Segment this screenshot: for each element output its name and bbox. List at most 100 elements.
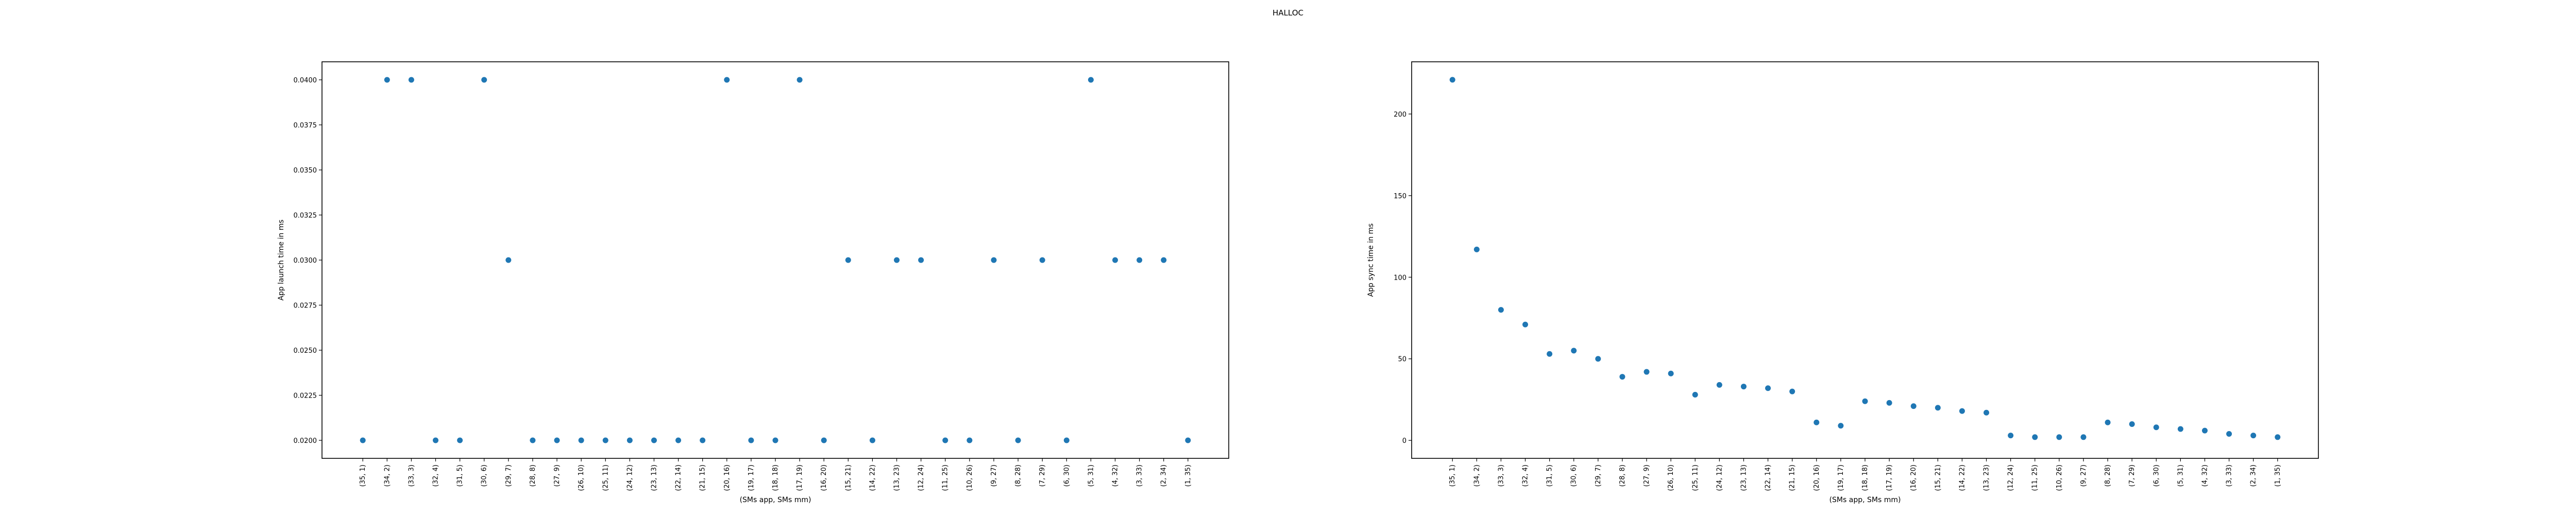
x-tick-label: (20, 16) [723,465,731,491]
x-tick-label: (27, 9) [1643,465,1651,487]
x-tick-label: (20, 16) [1813,465,1821,491]
x-tick-label: (15, 21) [1934,465,1942,491]
data-point [1498,307,1504,313]
data-point [481,77,487,83]
x-tick-label: (33, 3) [1497,465,1505,487]
x-tick-label: (19, 17) [748,465,755,491]
x-tick-label: (23, 13) [650,465,658,491]
x-tick-label: (8, 28) [2104,465,2112,487]
y-tick-label: 0.0300 [294,257,317,265]
x-tick-label: (28, 8) [1619,465,1626,487]
x-tick-label: (34, 2) [383,465,391,487]
x-tick-label: (22, 14) [675,465,683,491]
data-point [1984,409,1990,416]
x-tick-label: (10, 26) [2056,465,2063,491]
data-point [1814,419,1820,425]
x-axis-label: (SMs app, SMs mm) [1829,496,1901,504]
x-tick-label: (14, 22) [1958,465,1966,491]
x-tick-label: (17, 19) [1886,465,1893,491]
x-tick-label: (4, 32) [1111,465,1119,487]
y-tick-label: 0 [1402,437,1406,445]
x-tick-label: (11, 25) [2031,465,2039,491]
data-point [1692,391,1698,398]
x-axis-label: (SMs app, SMs mm) [740,496,811,504]
x-tick-label: (14, 22) [869,465,876,491]
x-tick-label: (7, 29) [1039,465,1046,487]
x-tick-label: (29, 7) [1595,465,1602,487]
x-tick-label: (24, 12) [1716,465,1723,491]
data-point [700,437,706,443]
data-point [1910,403,1917,409]
y-tick-label: 150 [1394,193,1406,200]
data-point [505,257,512,263]
data-point [1862,398,1868,404]
x-tick-label: (1, 35) [1184,465,1192,487]
x-tick-label: (21, 15) [699,465,707,491]
data-point [1619,374,1625,380]
data-point [1015,437,1021,443]
y-tick-label: 0.0325 [294,212,317,220]
x-tick-label: (25, 11) [602,465,609,491]
y-tick-label: 0.0200 [294,437,317,445]
data-point [1449,77,1455,83]
x-tick-label: (9, 27) [2080,465,2088,487]
x-tick-label: (22, 14) [1765,465,1772,491]
data-point [991,257,997,263]
data-point [530,437,536,443]
data-point [675,437,682,443]
data-point [1522,321,1529,328]
x-tick-label: (3, 33) [2226,465,2233,487]
x-tick-label: (11, 25) [942,465,950,491]
y-tick-label: 0.0250 [294,347,317,355]
y-axis-label: App sync time in ms [1367,224,1375,297]
x-tick-label: (31, 5) [456,465,464,487]
data-point [2201,427,2208,434]
data-point [1039,257,1045,263]
x-tick-label: (23, 13) [1740,465,1748,491]
data-point [2008,433,2014,439]
data-point [821,437,827,443]
data-point [1473,246,1480,252]
x-tick-label: (25, 11) [1691,465,1699,491]
data-point [554,437,560,443]
x-tick-label: (27, 9) [553,465,561,487]
x-tick-label: (34, 2) [1473,465,1481,487]
x-tick-label: (28, 8) [529,465,537,487]
y-tick-label: 0.0225 [294,392,317,400]
y-tick-label: 0.0375 [294,122,317,130]
data-point [1112,257,1118,263]
data-point [1668,370,1674,376]
y-tick-label: 100 [1394,274,1406,282]
data-point [869,437,875,443]
data-point [1643,369,1650,375]
sync-time-scatter-chart: 0 50 100 150 200 (35, 1) (34, 2) (33, 3) (32, 4)… [1367,61,2319,504]
data-point [408,77,414,83]
data-point [2129,421,2135,427]
data-point [1740,384,1747,390]
data-point [2032,434,2038,440]
x-tick-label: (7, 29) [2128,465,2136,487]
x-tick-label: (13, 23) [1983,465,1991,491]
x-tick-label: (13, 23) [893,465,901,491]
data-point [360,437,366,443]
y-tick-label: 0.0350 [294,167,317,175]
data-point [1838,423,1844,429]
x-tick-label: (3, 33) [1136,465,1144,487]
x-tick-label: (35, 1) [359,465,367,487]
launch-time-scatter-chart: 0.0200 0.0225 0.0250 0.0275 0.0300 0.0325 0.03… [277,61,1229,504]
data-point [2153,424,2159,431]
x-tick-label: (12, 24) [2007,465,2015,491]
data-point [433,437,439,443]
x-tick-label: (6, 30) [1063,465,1071,487]
data-point [651,437,657,443]
data-point [578,437,584,443]
x-tick-label: (17, 19) [796,465,804,491]
data-point [1595,356,1601,362]
data-point [2105,419,2111,425]
x-tick-label: (32, 4) [432,465,440,487]
x-tick-label: (5, 31) [1087,465,1095,487]
data-point [894,257,900,263]
data-point [2080,434,2087,440]
data-point [748,437,754,443]
data-point [2275,434,2281,440]
